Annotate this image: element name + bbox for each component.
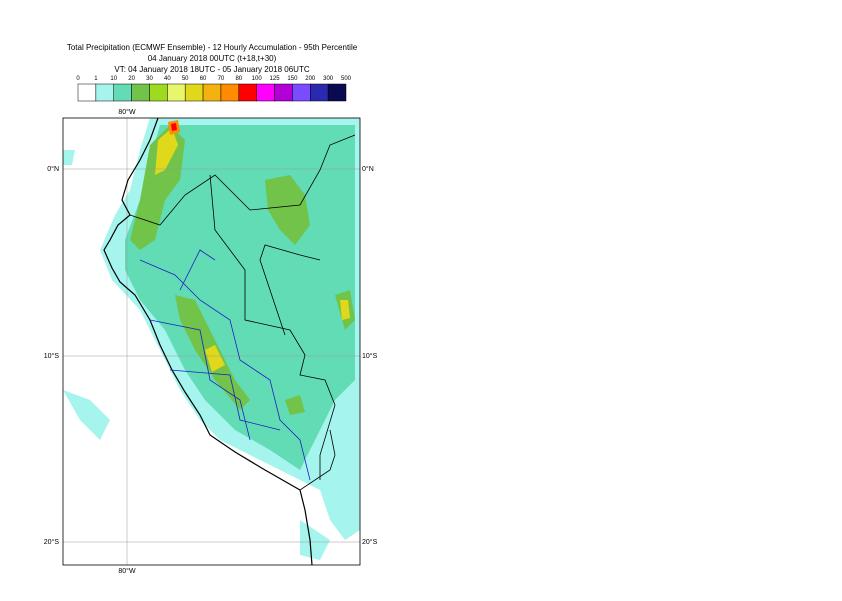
legend-swatch xyxy=(327,83,347,102)
legend-label: 40 xyxy=(164,76,171,82)
legend-label: 500 xyxy=(341,76,352,82)
legend-swatch xyxy=(95,83,114,102)
legend-swatch xyxy=(77,83,97,102)
legend-label: 50 xyxy=(182,76,189,82)
legend-label: 100 xyxy=(252,76,263,82)
lat-label: 0°N xyxy=(362,165,374,173)
legend-swatch xyxy=(167,83,186,102)
border xyxy=(129,134,356,491)
lat-label: 20°S xyxy=(44,538,60,546)
legend-label: 60 xyxy=(200,76,207,82)
lat-label: 10°S xyxy=(44,352,60,360)
lon-label: 80°W xyxy=(118,108,136,116)
legend-swatch xyxy=(184,83,204,102)
legend-label: 30 xyxy=(146,76,153,82)
legend-label: 125 xyxy=(270,76,281,82)
lat-label: 20°S xyxy=(362,538,378,546)
legend-label: 200 xyxy=(305,76,316,82)
legend-swatch xyxy=(131,83,150,102)
legend-swatch xyxy=(113,83,132,102)
coastline xyxy=(103,117,313,566)
legend: 0 1 10 20 30 40 50 60 70 80 100 125 150 200 300 500 xyxy=(76,76,352,102)
field-red xyxy=(171,123,177,131)
map-frame xyxy=(62,117,361,566)
title: Total Precipitation (ECMWF Ensemble) - 1… xyxy=(67,43,358,52)
legend-label: 70 xyxy=(218,76,225,82)
legend-swatch xyxy=(202,83,222,102)
subtitle: 04 January 2018 00UTC (t+18,t+30) xyxy=(148,54,277,63)
legend-swatch xyxy=(238,83,257,102)
legend-label: 1 xyxy=(94,76,98,82)
legend-label: 0 xyxy=(76,76,80,82)
lat-label: 10°S xyxy=(362,352,378,360)
legend-label: 300 xyxy=(323,76,334,82)
legend-label: 150 xyxy=(287,76,298,82)
legend-swatch xyxy=(274,83,293,102)
region-border xyxy=(139,249,311,481)
legend-label: 10 xyxy=(110,76,117,82)
lon-label: 80°W xyxy=(118,567,136,575)
legend-label: 20 xyxy=(128,76,135,82)
legend-swatch xyxy=(220,83,240,102)
map: 80°W 80°W 0°N 0°N 10°S 10°S 20°S 20°S xyxy=(44,108,378,575)
valid-time: VT: 04 January 2018 18UTC - 05 January 2… xyxy=(114,65,309,74)
legend-label: 80 xyxy=(235,76,242,82)
legend-swatch xyxy=(256,83,275,102)
legend-swatch xyxy=(149,83,168,102)
legend-swatch xyxy=(310,83,329,102)
legend-swatch xyxy=(292,83,311,102)
field-green xyxy=(265,175,310,245)
lat-label: 0°N xyxy=(47,165,59,173)
